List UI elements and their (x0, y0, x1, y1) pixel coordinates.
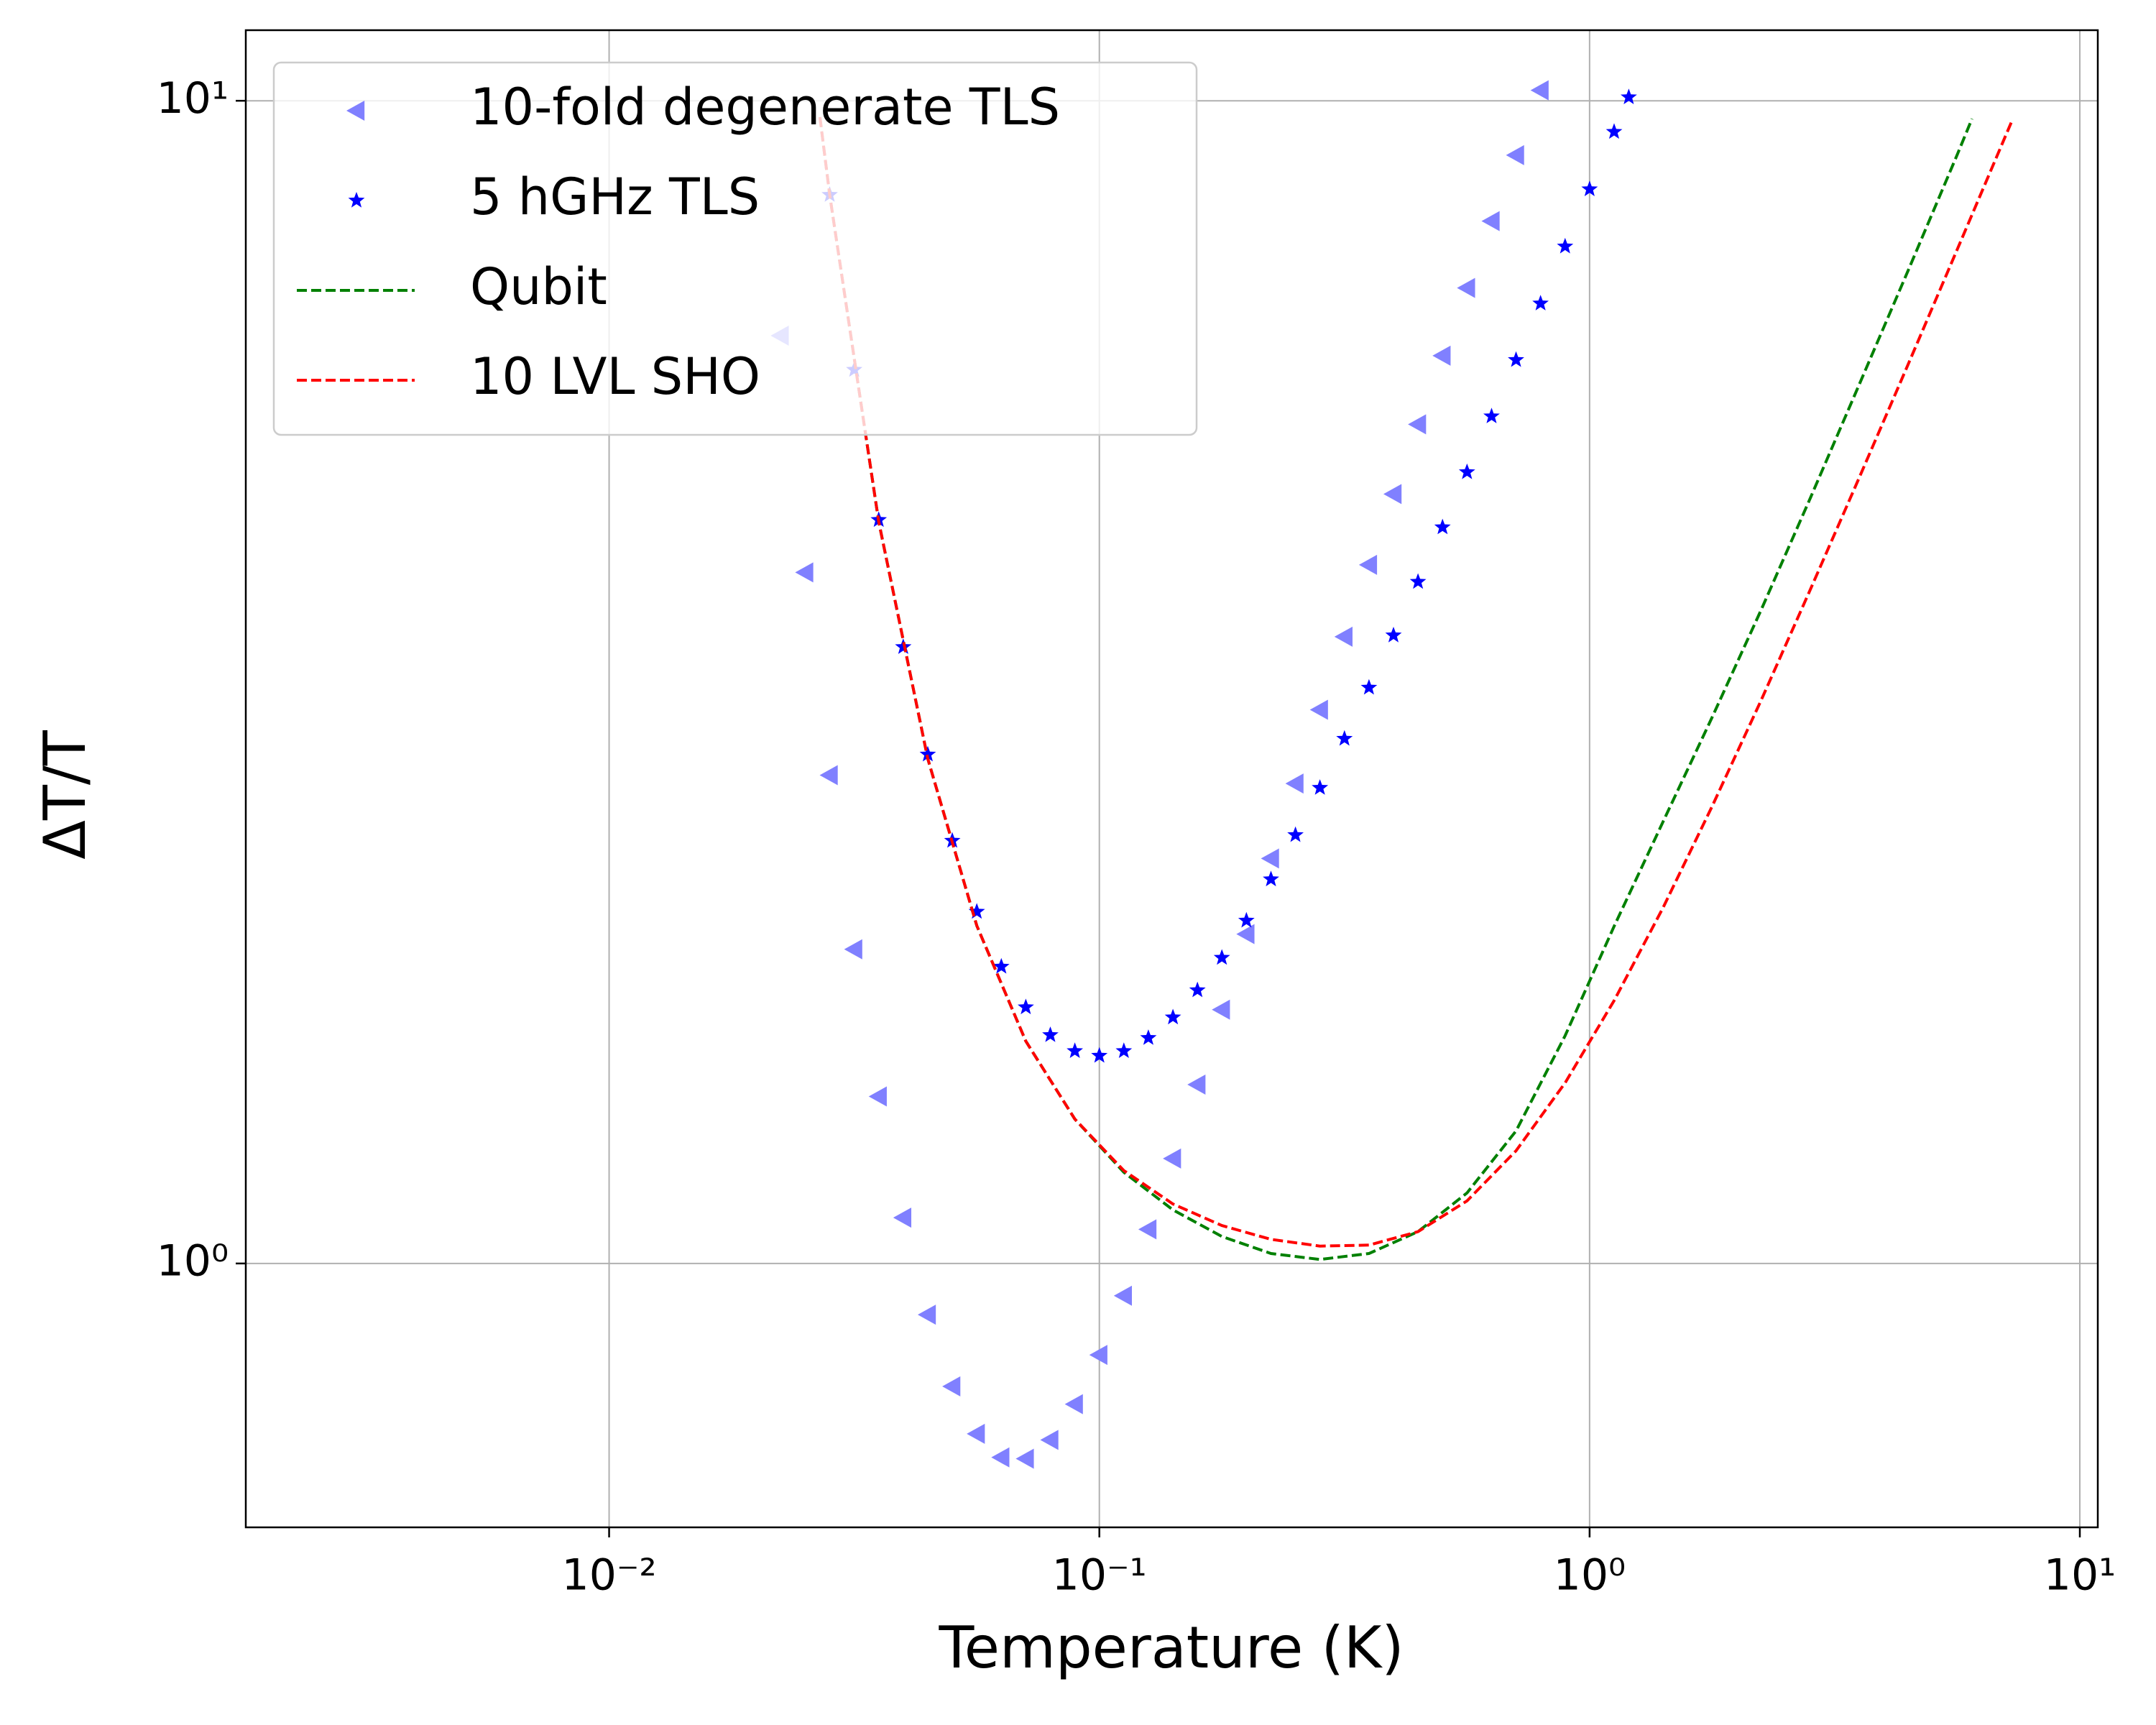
triangle-left-marker (1432, 345, 1451, 366)
star-marker (1409, 573, 1427, 589)
triangle-left-marker (1113, 1285, 1133, 1306)
triangle-left-marker (1285, 773, 1304, 794)
star-marker (919, 745, 936, 762)
star-marker (1042, 1026, 1059, 1042)
star-marker (1508, 351, 1524, 367)
triangle-left-marker (1383, 484, 1402, 505)
x-tick-label: 10⁻¹ (1052, 1550, 1147, 1601)
star-marker (1385, 627, 1402, 643)
y-tick-label: 10¹ (157, 73, 229, 124)
star-marker (1606, 123, 1623, 139)
triangle-left-marker (1089, 1345, 1107, 1366)
triangle-left-marker (1261, 848, 1279, 869)
star-marker (1067, 1042, 1083, 1058)
triangle-left-marker (1064, 1394, 1083, 1414)
axes-frame (244, 29, 2099, 1529)
plot-area (770, 80, 2013, 1469)
triangle-left-marker (1506, 144, 1524, 165)
star-marker (1140, 1029, 1157, 1045)
triangle-left-marker (868, 1086, 887, 1107)
y-tick-label: 10⁰ (157, 1236, 229, 1286)
star-marker (1621, 88, 1637, 104)
star-marker (1115, 1042, 1133, 1058)
legend-box (272, 61, 1198, 436)
star-marker (1434, 518, 1451, 535)
star-marker (1238, 911, 1255, 928)
star-marker (1091, 1046, 1108, 1063)
legend-marker (348, 192, 365, 208)
star-marker (1360, 678, 1378, 695)
triangle-left-marker (1187, 1075, 1206, 1095)
star-marker (1018, 998, 1034, 1015)
triangle-left-marker (1408, 414, 1427, 435)
star-marker (1213, 949, 1230, 965)
triangle-left-marker (1040, 1430, 1059, 1450)
triangle-left-marker (893, 1208, 912, 1228)
star-marker (1532, 295, 1549, 310)
star-marker (1263, 870, 1279, 887)
triangle-left-marker (917, 1305, 936, 1325)
line-series (818, 116, 1973, 1261)
triangle-left-marker (819, 765, 838, 786)
star-marker (1581, 180, 1598, 196)
triangle-left-marker (1530, 80, 1549, 101)
triangle-left-marker (967, 1423, 985, 1444)
star-marker (992, 957, 1010, 974)
x-tick-label: 10⁰ (1554, 1550, 1626, 1601)
triangle-left-marker (1334, 626, 1353, 647)
x-tick-label: 10¹ (2044, 1550, 2116, 1601)
star-marker (968, 903, 985, 919)
star-marker (1287, 826, 1304, 842)
legend-label: 5 hGHz TLS (470, 167, 760, 226)
triangle-left-marker (1015, 1448, 1034, 1469)
star-marker (1483, 408, 1500, 423)
triangle-left-marker (1138, 1219, 1157, 1240)
legend-label: 10-fold degenerate TLS (470, 78, 1060, 137)
triangle-left-marker (1163, 1148, 1181, 1169)
x-tick-label: 10⁻² (562, 1550, 657, 1601)
legend: 10-fold degenerate TLS 5 hGHz TLS Qubit 10 … (272, 61, 1198, 436)
x-axis-label: Temperature (K) (938, 1614, 1404, 1681)
star-marker (1336, 730, 1353, 746)
legend-label: 10 LVL SHO (470, 347, 760, 406)
triangle-left-marker (1457, 277, 1475, 298)
triangle-left-marker (991, 1447, 1010, 1468)
ticks: 10⁻² 10⁻¹ 10⁰ 10¹ 10⁰ 10¹ (157, 73, 2116, 1601)
triangle-left-marker (1212, 999, 1230, 1020)
star-marker (1164, 1008, 1181, 1025)
legend-label: Qubit (470, 257, 607, 316)
triangle-left-marker (795, 562, 814, 583)
y-axis-label: ΔT/T (32, 730, 98, 860)
triangle-left-marker (942, 1376, 961, 1397)
triangle-left-marker (1481, 211, 1500, 231)
line-series (818, 116, 2013, 1248)
star-marker (1312, 779, 1329, 795)
legend-marker (346, 101, 365, 121)
triangle-left-marker (844, 939, 862, 960)
star-marker (1189, 981, 1206, 998)
triangle-left-marker (1236, 924, 1255, 944)
triangle-left-marker (1358, 554, 1378, 575)
star-marker (1458, 463, 1475, 479)
star-marker (1557, 237, 1574, 254)
triangle-left-marker (1309, 699, 1328, 720)
